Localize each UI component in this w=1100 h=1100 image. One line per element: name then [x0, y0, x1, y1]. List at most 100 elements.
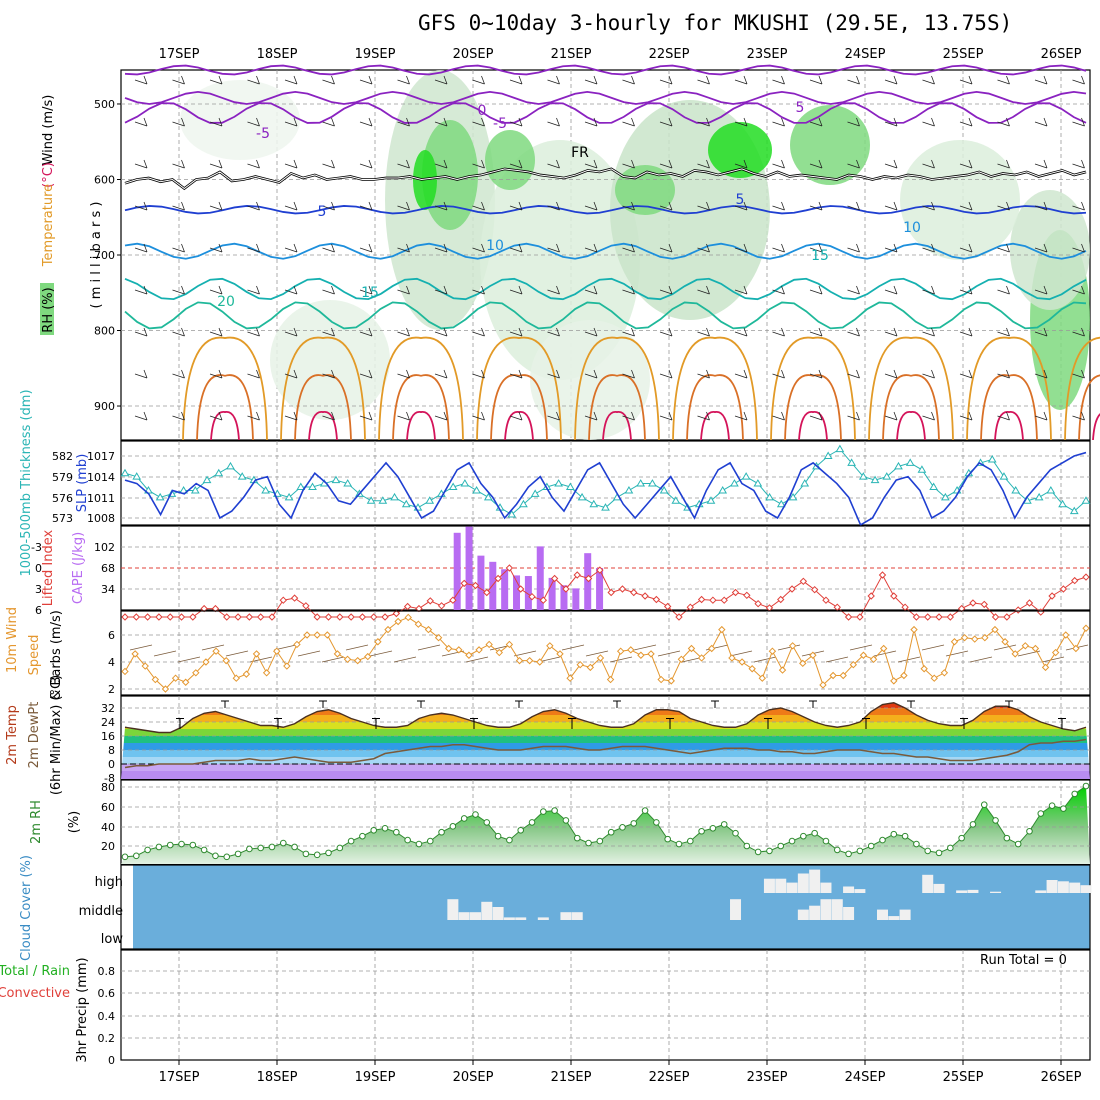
- wind-barb: [781, 369, 785, 379]
- wind-barb-10m: [1041, 656, 1065, 663]
- wind-barb: [406, 159, 410, 169]
- wind-barb-10m: [441, 650, 465, 657]
- wind-barb: [481, 75, 485, 85]
- date-label-bottom: 26SEP: [1041, 1070, 1082, 1085]
- wind-speed-line-point: [819, 681, 827, 689]
- y-axis-label-lifted: Lifted Index: [41, 529, 56, 606]
- wind-barb: [697, 289, 710, 295]
- wind-speed-line-point: [353, 656, 362, 665]
- cloud-bar-middle: [820, 899, 832, 920]
- wind-barb: [368, 75, 373, 85]
- wind-speed-line-point: [1031, 644, 1040, 653]
- wind-speed-line-point: [303, 631, 311, 639]
- temp-contour-35: [504, 411, 534, 441]
- rh2m-line-point: [890, 830, 898, 838]
- wind-barb: [397, 289, 410, 295]
- rh2m-line-point: [347, 837, 355, 845]
- lifted-index-line-point: [381, 613, 389, 621]
- wind-barb: [734, 415, 748, 421]
- wind-barb: [743, 285, 748, 295]
- wind-barb: [1034, 121, 1048, 127]
- thickness-line-point: [390, 492, 399, 501]
- wind-barb: [697, 205, 710, 211]
- wind-barb: [697, 331, 710, 337]
- wind-barb: [772, 373, 785, 379]
- y-tick-label-left: 3: [35, 583, 42, 596]
- temp-contour-minus5: [124, 90, 1087, 105]
- wind-barb: [734, 373, 748, 379]
- rh2m-line-point: [935, 849, 943, 857]
- wind-barb: [397, 205, 410, 211]
- wind-barb: [331, 285, 335, 295]
- cloud-bar-high: [956, 890, 968, 893]
- y-axis-label-dewpt: 2m DewPt: [27, 702, 42, 769]
- wind-barb: [706, 285, 710, 295]
- thickness-line-point: [226, 461, 235, 470]
- wind-barb: [706, 159, 710, 169]
- wind-barb: [518, 201, 523, 211]
- cape-bar: [584, 553, 592, 610]
- temp-contour-30: [980, 374, 1038, 441]
- wind-barb: [697, 373, 710, 379]
- wind-barb: [181, 75, 185, 85]
- wind-barb-10m: [465, 656, 489, 663]
- wind-speed-line-point: [374, 638, 382, 646]
- wind-barb: [884, 121, 898, 127]
- wind-barb: [256, 411, 260, 421]
- rh2m-line-point: [426, 837, 434, 845]
- cloud-bar-middle: [809, 905, 821, 920]
- y-tick-label: 60: [101, 801, 115, 814]
- cape-bar: [596, 568, 604, 610]
- thickness-line-point: [448, 482, 458, 490]
- rh2m-line-point: [234, 850, 242, 858]
- temp-band: [121, 750, 1090, 757]
- y-tick-label: 40: [101, 821, 115, 834]
- wind-barb: [518, 285, 523, 295]
- rh2m-line-point: [551, 807, 558, 814]
- y-axis-label-wind: Wind (m/s): [41, 95, 56, 166]
- thickness-line-point: [554, 479, 563, 487]
- lifted-index-line-point: [528, 592, 536, 601]
- wind-barb: [181, 285, 185, 295]
- lifted-index-line-point: [392, 609, 401, 618]
- wind-barb: [322, 373, 335, 379]
- lifted-index-line-point: [234, 613, 242, 621]
- wind-barb: [509, 121, 523, 127]
- wind-barb-10m: [153, 650, 177, 657]
- cloud-bar-middle: [515, 917, 527, 920]
- wind-barb-10m: [825, 656, 849, 663]
- y-tick-label-left: 582: [52, 450, 73, 463]
- wind-barb: [593, 75, 598, 85]
- y-axis-label-slp: SLP (mb): [75, 454, 90, 513]
- wind-barb: [706, 201, 710, 211]
- wind-barb: [247, 247, 260, 253]
- wind-barb: [818, 243, 823, 253]
- wind-barb: [631, 243, 635, 253]
- wind-barb: [856, 117, 860, 127]
- lifted-index-line-point: [189, 613, 197, 621]
- rh2m-line-point: [743, 842, 751, 850]
- wind-barb: [397, 163, 410, 169]
- temp-contour-25: [966, 336, 1052, 441]
- wind-barb: [397, 247, 410, 253]
- wind-barb: [1081, 369, 1085, 379]
- wind-barb: [247, 205, 260, 211]
- rh2m-line-point: [879, 836, 886, 844]
- wind-barb: [622, 205, 635, 211]
- wind-barb-10m: [369, 650, 393, 657]
- rh-area: [121, 786, 1090, 864]
- lifted-index-line-point: [901, 603, 909, 611]
- wind-speed-line-point: [708, 644, 716, 653]
- thickness-line-point: [624, 485, 634, 494]
- lifted-index-line-point: [675, 613, 683, 621]
- rh2m-line-point: [754, 848, 762, 856]
- y-tick-label: 0.4: [98, 1010, 116, 1023]
- wind-speed-line-point: [192, 669, 200, 677]
- wind-barb: [472, 373, 485, 379]
- wind-barb: [406, 201, 410, 211]
- wind-barb: [847, 373, 860, 379]
- cloud-bar-high: [967, 889, 979, 893]
- wind-barb: [659, 79, 673, 85]
- date-label-top: 22SEP: [649, 47, 690, 62]
- wind-barb: [997, 121, 1010, 127]
